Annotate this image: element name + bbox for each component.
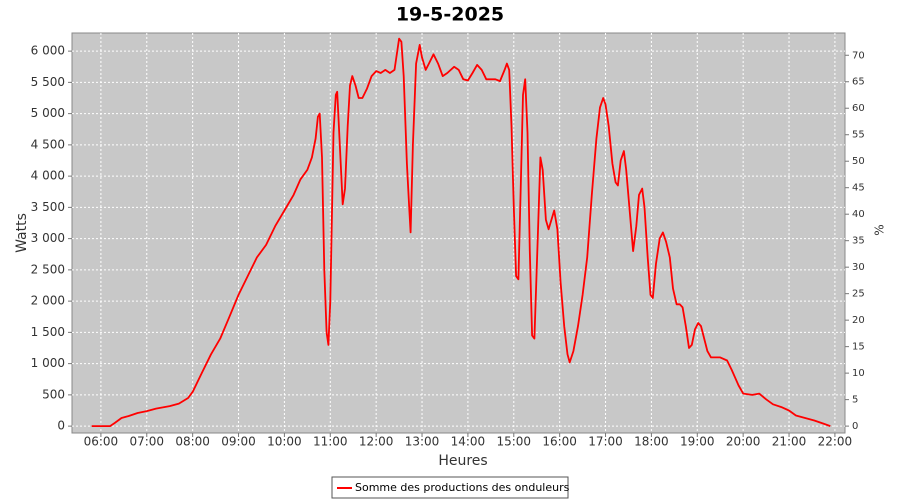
x-tick-label: 20:00: [726, 435, 761, 449]
y2-axis-label: %: [873, 224, 887, 235]
y-tick-label: 6 000: [31, 44, 65, 58]
x-tick-label: 22:00: [818, 435, 853, 449]
x-tick-label: 21:00: [772, 435, 807, 449]
y-tick-label: 1 500: [31, 325, 65, 339]
y2-tick-label: 55: [852, 130, 865, 141]
y2-tick-label: 40: [852, 209, 865, 220]
y-tick-label: 3 500: [31, 200, 65, 214]
y2-tick-label: 25: [852, 289, 865, 300]
y-tick-label: 5 000: [31, 106, 65, 120]
y2-tick-label: 10: [852, 368, 865, 379]
y-tick-label: 4 500: [31, 137, 65, 151]
x-tick-label: 10:00: [267, 435, 302, 449]
y2-tick-label: 45: [852, 183, 865, 194]
x-tick-label: 18:00: [634, 435, 669, 449]
x-axis-label: Heures: [438, 453, 487, 469]
x-tick-label: 16:00: [542, 435, 577, 449]
chart-title: 19-5-2025: [396, 4, 504, 26]
y2-tick-label: 5: [852, 395, 858, 406]
grid: [72, 33, 845, 433]
y-tick-label: 0: [57, 419, 65, 433]
y-tick-label: 3 000: [31, 231, 65, 245]
x-tick-label: 07:00: [129, 435, 164, 449]
y-tick-label: 2 000: [31, 294, 65, 308]
y2-tick-label: 15: [852, 342, 865, 353]
series-line: [91, 37, 831, 427]
x-tick-label: 13:00: [405, 435, 440, 449]
y-axis-label: Watts: [14, 213, 30, 253]
x-tick-label: 19:00: [680, 435, 715, 449]
y2-tick-label: 35: [852, 236, 865, 247]
x-tick-label: 15:00: [496, 435, 531, 449]
x-tick-label: 14:00: [451, 435, 486, 449]
y-tick-label: 500: [42, 387, 65, 401]
y-tick-label: 2 500: [31, 262, 65, 276]
y2-tick-label: 20: [852, 315, 865, 326]
plot-area: [71, 32, 846, 434]
x-tick-label: 06:00: [84, 435, 119, 449]
y-tick-label: 4 000: [31, 169, 65, 183]
y-tick-label: 1 000: [31, 356, 65, 370]
x-tick-label: 12:00: [359, 435, 394, 449]
x-tick-label: 11:00: [313, 435, 348, 449]
legend: Somme des productions des onduleurs: [331, 476, 570, 499]
y2-tick-label: 50: [852, 156, 865, 167]
y2-tick-label: 30: [852, 262, 865, 273]
x-tick-label: 08:00: [175, 435, 210, 449]
y2-tick-label: 0: [852, 421, 858, 432]
y2-tick-label: 60: [852, 103, 865, 114]
y2-tick-label: 65: [852, 77, 865, 88]
x-tick-label: 09:00: [221, 435, 256, 449]
legend-label: Somme des productions des onduleurs: [355, 481, 570, 494]
y-tick-label: 5 500: [31, 75, 65, 89]
y2-tick-label: 70: [852, 50, 865, 61]
legend-box: [331, 476, 569, 499]
x-tick-label: 17:00: [588, 435, 623, 449]
